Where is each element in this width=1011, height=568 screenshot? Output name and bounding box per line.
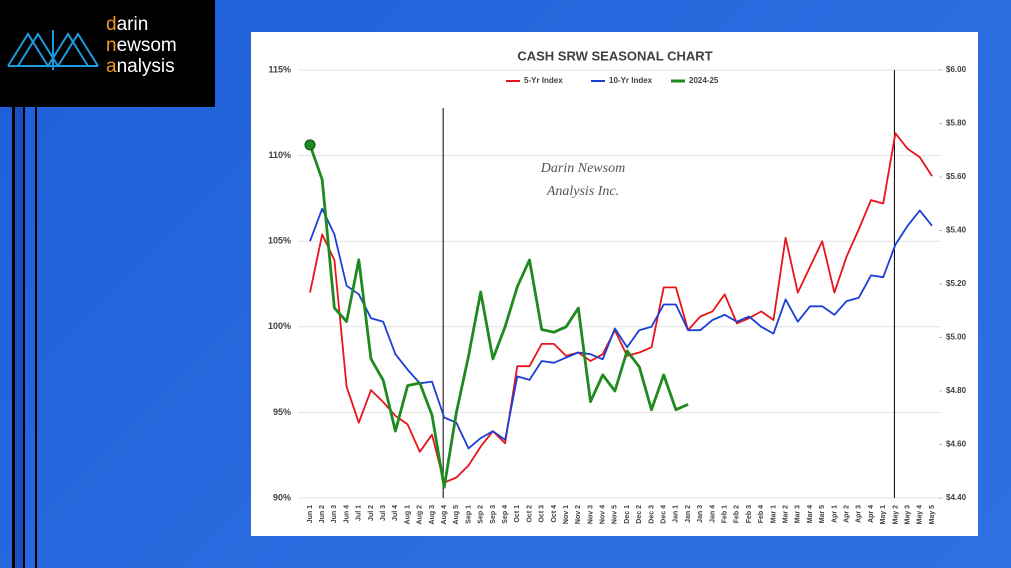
legend-label: 2024-25	[689, 76, 719, 85]
chart-panel: CASH SRW SEASONAL CHART Darin Newsom Ana…	[251, 32, 978, 536]
x-tick-label: Aug 3	[429, 505, 436, 525]
y-tick-label: 100%	[268, 321, 291, 331]
chart-title: CASH SRW SEASONAL CHART	[517, 48, 712, 63]
y2-tick-label: $5.00	[946, 333, 967, 342]
x-tick-label: Apr 4	[868, 505, 875, 523]
x-tick-label: May 5	[929, 505, 936, 525]
stripe	[35, 107, 37, 568]
y2-tick-label: $5.40	[946, 226, 967, 235]
series-line	[308, 144, 689, 489]
legend-label: 5-Yr Index	[524, 76, 563, 85]
start-point	[304, 139, 316, 151]
x-tick-label: May 4	[917, 505, 924, 525]
logo-line: newsom	[106, 35, 177, 56]
y-tick-label: 105%	[268, 236, 291, 246]
x-tick-label: Apr 2	[843, 505, 850, 523]
x-tick-label: Feb 3	[746, 505, 753, 523]
y-tick-label: 95%	[273, 407, 291, 417]
x-tick-label: Jan 2	[685, 505, 692, 523]
x-tick-label: Aug 2	[417, 505, 424, 525]
legend-label: 10-Yr Index	[609, 76, 653, 85]
x-tick-label: Dec 2	[636, 505, 643, 524]
logo-icon	[7, 30, 99, 70]
x-tick-label: Feb 4	[758, 505, 765, 523]
y2-tick-label: $4.80	[946, 386, 967, 395]
logo: darin newsom analysis	[0, 0, 215, 107]
x-tick-label: Aug 4	[441, 505, 448, 525]
y2-tick-label: $4.60	[946, 440, 967, 449]
annotation: Darin Newsom	[540, 161, 625, 176]
x-tick-label: Dec 3	[648, 505, 655, 524]
x-tick-label: Nov 4	[600, 505, 607, 524]
x-tick-label: Aug 1	[404, 505, 411, 525]
logo-line: analysis	[106, 56, 175, 77]
x-tick-label: Aug 5	[453, 505, 460, 525]
x-tick-label: Oct 3	[539, 505, 546, 523]
y2-tick-label: $5.20	[946, 279, 967, 288]
x-tick-label: Jul 1	[356, 505, 363, 521]
x-tick-label: Mar 3	[795, 505, 802, 523]
x-tick-label: Mar 1	[770, 505, 777, 523]
x-tick-label: Oct 1	[514, 505, 521, 523]
y-tick-label: 90%	[273, 492, 291, 502]
x-tick-label: Jul 4	[392, 505, 399, 521]
x-tick-label: Feb 1	[722, 505, 729, 523]
x-tick-label: Sep 1	[465, 505, 472, 524]
x-tick-label: Sep 2	[478, 505, 485, 524]
chart: CASH SRW SEASONAL CHART Darin Newsom Ana…	[268, 48, 967, 525]
x-tick-label: Jun 4	[343, 505, 350, 523]
x-tick-label: Dec 4	[661, 505, 668, 524]
x-tick-label: Oct 4	[551, 505, 558, 523]
x-tick-label: May 3	[904, 505, 911, 525]
x-tick-label: Sep 4	[502, 505, 509, 524]
x-tick-label: Dec 1	[624, 505, 631, 524]
logo-line: darin	[106, 14, 149, 35]
y2-tick-label: $5.60	[946, 172, 967, 181]
series-line	[309, 132, 933, 484]
stripe	[15, 107, 23, 568]
annotation: Analysis Inc.	[546, 184, 619, 199]
x-tick-label: Nov 5	[612, 505, 619, 524]
x-tick-label: Mar 2	[782, 505, 789, 523]
x-tick-label: Jan 3	[697, 505, 704, 523]
y2-tick-label: $6.00	[946, 65, 967, 74]
logo-text: darin newsom analysis	[106, 14, 177, 77]
stripe	[12, 107, 15, 568]
x-tick-label: Jan 1	[673, 505, 680, 523]
x-tick-label: Oct 2	[526, 505, 533, 523]
x-tick-label: Jun 2	[319, 505, 326, 523]
y-tick-label: 110%	[268, 150, 291, 160]
x-tick-label: Jun 1	[307, 505, 314, 523]
x-tick-label: May 2	[892, 505, 899, 525]
x-tick-label: Nov 3	[587, 505, 594, 524]
y2-tick-label: $5.80	[946, 119, 967, 128]
x-tick-label: Jul 2	[368, 505, 375, 521]
x-tick-label: Mar 4	[807, 505, 814, 523]
x-tick-label: Jan 4	[709, 505, 716, 523]
x-tick-label: Mar 5	[819, 505, 826, 523]
series-line	[309, 207, 933, 450]
x-tick-label: Sep 3	[490, 505, 497, 524]
y2-tick-label: $4.40	[946, 493, 967, 502]
x-tick-label: Nov 2	[575, 505, 582, 524]
x-tick-label: May 1	[880, 505, 887, 525]
stripe	[23, 107, 25, 568]
y-tick-label: 115%	[268, 64, 291, 74]
x-tick-label: Jul 3	[380, 505, 387, 521]
x-tick-label: Jun 3	[331, 505, 338, 523]
x-tick-label: Nov 1	[563, 505, 570, 524]
x-tick-label: Apr 1	[831, 505, 838, 523]
x-tick-label: Apr 3	[856, 505, 863, 523]
x-tick-label: Feb 2	[734, 505, 741, 523]
